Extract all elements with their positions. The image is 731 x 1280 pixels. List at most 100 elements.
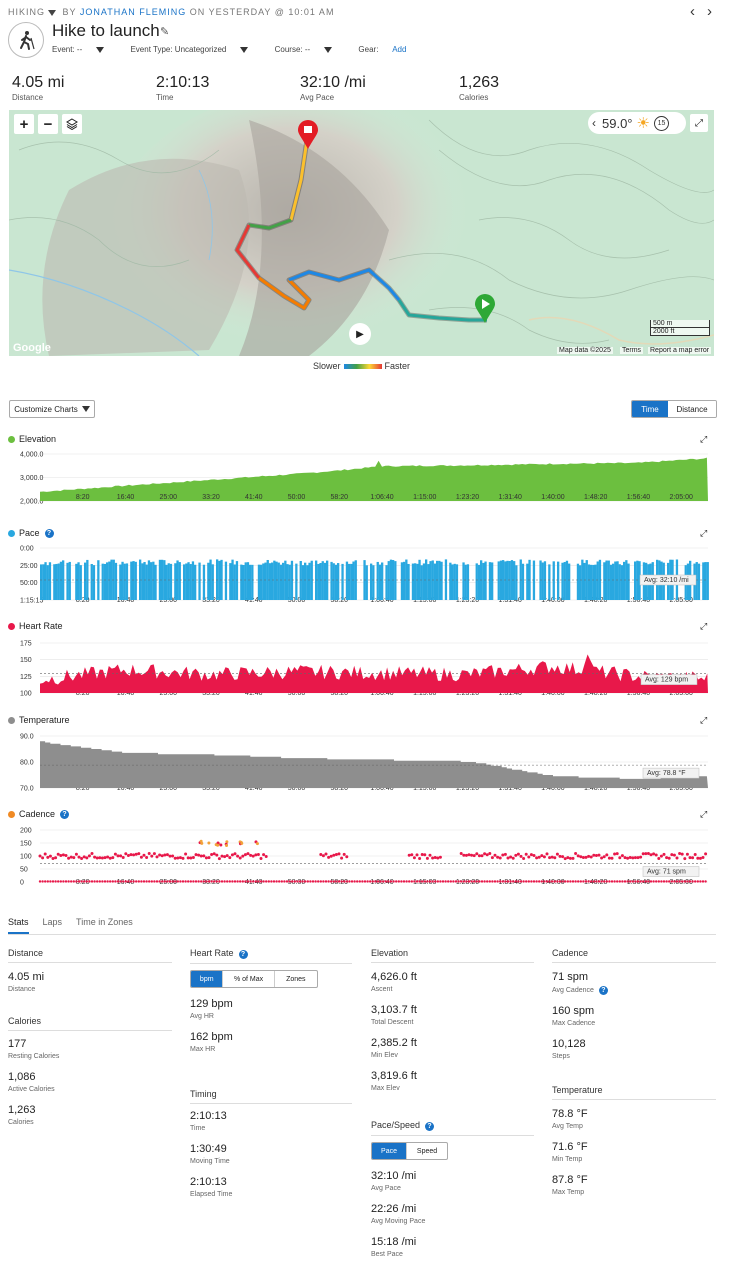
chevron-left-icon[interactable]: ‹: [690, 3, 695, 20]
cadence-point: [160, 854, 164, 858]
cadence-point: [462, 853, 466, 857]
cadence-point: [683, 880, 686, 883]
pace-x-tick: 8:20: [76, 597, 90, 604]
chart-title-label: Temperature: [19, 715, 70, 725]
pace-bar: [429, 561, 432, 600]
pace-bar: [121, 561, 124, 600]
hr-x-tick: 1:31:40: [499, 690, 522, 697]
report-map-error-link[interactable]: Report a map error: [648, 347, 712, 354]
event-dropdown[interactable]: Event: --: [52, 45, 116, 54]
weather-widget[interactable]: ‹ 59.0° ☀ 15: [588, 112, 686, 134]
chevron-right-icon[interactable]: ›: [707, 3, 712, 20]
expand-icon[interactable]: ⤢: [700, 809, 708, 819]
pace-button[interactable]: Pace: [372, 1143, 408, 1159]
cadence-point: [384, 880, 387, 883]
edit-icon[interactable]: ✎: [160, 26, 170, 38]
customize-charts-button[interactable]: Customize Charts: [9, 400, 95, 418]
distance-toggle-button[interactable]: Distance: [668, 401, 716, 417]
fullscreen-icon[interactable]: ⤢: [690, 114, 708, 132]
cadence-point: [550, 855, 554, 859]
tab-laps[interactable]: Laps: [42, 917, 63, 927]
stat-label: Avg HR: [190, 1013, 214, 1020]
pace-x-tick: 16:40: [117, 597, 135, 604]
event-type-dropdown[interactable]: Event Type: Uncategorized: [130, 45, 260, 54]
help-icon[interactable]: ?: [238, 950, 248, 959]
zones-button[interactable]: Zones: [286, 975, 306, 983]
stats-cadence: Cadence 71 spm Avg Cadence? 160 spm Max Ca…: [552, 948, 716, 1060]
pace-bar: [306, 565, 309, 600]
cadence-point: [226, 880, 229, 883]
stat-label-text: Avg Cadence: [552, 987, 594, 994]
pace-legend: Slower Faster: [313, 361, 410, 371]
zoom-in-button[interactable]: +: [14, 114, 34, 134]
bpm-button[interactable]: bpm: [191, 971, 224, 987]
cadence-point: [647, 880, 650, 883]
pace-bar: [348, 563, 351, 600]
expand-icon[interactable]: ⤢: [700, 621, 708, 631]
activity-charts[interactable]: 4,000.0 3,000.0 2,000.0 8:20 16:40 25:00 33:20…: [0, 440, 731, 890]
stat-label: Avg Pace: [371, 1185, 401, 1192]
layers-icon[interactable]: [62, 114, 82, 134]
course-dropdown[interactable]: Course: --: [275, 45, 345, 54]
pace-bar: [422, 563, 426, 600]
cadence-point: [467, 880, 471, 883]
help-icon[interactable]: ?: [44, 528, 54, 538]
cadence-point: [59, 880, 62, 883]
percent-max-button[interactable]: % of Max: [223, 971, 275, 987]
cadence-point: [137, 880, 140, 883]
cadence-point: [228, 880, 231, 883]
map-terms-link[interactable]: Terms: [620, 347, 644, 354]
temp-x-tick: 1:06:40: [370, 785, 393, 792]
activity-title[interactable]: Hike to launch: [52, 21, 160, 40]
expand-icon[interactable]: ⤢: [700, 715, 708, 725]
stat-value: 1:30:49: [190, 1143, 227, 1155]
activity-category[interactable]: HIKING: [8, 7, 46, 17]
stats-header: Calories: [8, 1016, 172, 1031]
end-marker-icon[interactable]: [297, 120, 319, 155]
pace-bar: [513, 561, 516, 600]
cadence-point: [646, 851, 650, 855]
pace-bar: [488, 562, 492, 600]
pace-bar: [552, 561, 555, 600]
category-dropdown-icon[interactable]: [48, 9, 57, 16]
start-marker-icon[interactable]: [474, 294, 496, 329]
expand-icon[interactable]: ⤢: [700, 528, 708, 538]
elevation-x-tick: 8:20: [76, 494, 90, 501]
cadence-point: [667, 856, 671, 860]
cadence-point: [389, 880, 393, 883]
cadence-point: [77, 880, 81, 883]
temp-x-tick: 1:48:20: [584, 785, 607, 792]
speed-button[interactable]: Speed: [416, 1147, 438, 1155]
stat-label: Max Elev: [371, 1085, 400, 1092]
help-icon[interactable]: ?: [598, 986, 608, 995]
cadence-point: [486, 880, 489, 883]
tab-time-in-zones[interactable]: Time in Zones: [76, 917, 133, 927]
cadence-avg-label: Avg: 71 spm: [647, 869, 686, 876]
cadence-point: [556, 880, 559, 883]
help-icon[interactable]: ?: [60, 809, 70, 819]
route-map[interactable]: [9, 110, 714, 356]
cadence-point: [241, 854, 245, 858]
hr-x-tick: 2:05:00: [670, 690, 693, 697]
cadence-point: [558, 880, 562, 883]
pace-bar: [638, 561, 641, 600]
timer-15-icon[interactable]: 15: [653, 115, 669, 131]
author-link[interactable]: JONATHAN FLEMING: [79, 7, 187, 17]
chevron-left-icon[interactable]: ‹: [592, 116, 596, 130]
expand-icon[interactable]: ⤢: [700, 434, 708, 444]
zoom-out-button[interactable]: −: [38, 114, 58, 134]
cadence-point: [434, 880, 437, 883]
time-toggle-button[interactable]: Time: [632, 401, 668, 417]
stat-label: Time: [190, 1125, 206, 1132]
elevation-x-tick: 50:00: [288, 494, 306, 501]
cadence-point: [220, 880, 224, 883]
tab-stats[interactable]: Stats: [8, 917, 29, 934]
gear-add-link[interactable]: Add: [392, 45, 407, 54]
cadence-point: [306, 880, 309, 883]
pace-bar: [46, 565, 49, 600]
cadence-point: [124, 852, 128, 856]
pace-bar: [581, 559, 584, 600]
help-icon[interactable]: ?: [425, 1122, 435, 1131]
hr-x-tick: 1:23:20: [456, 690, 479, 697]
play-icon[interactable]: ▶: [349, 323, 371, 345]
